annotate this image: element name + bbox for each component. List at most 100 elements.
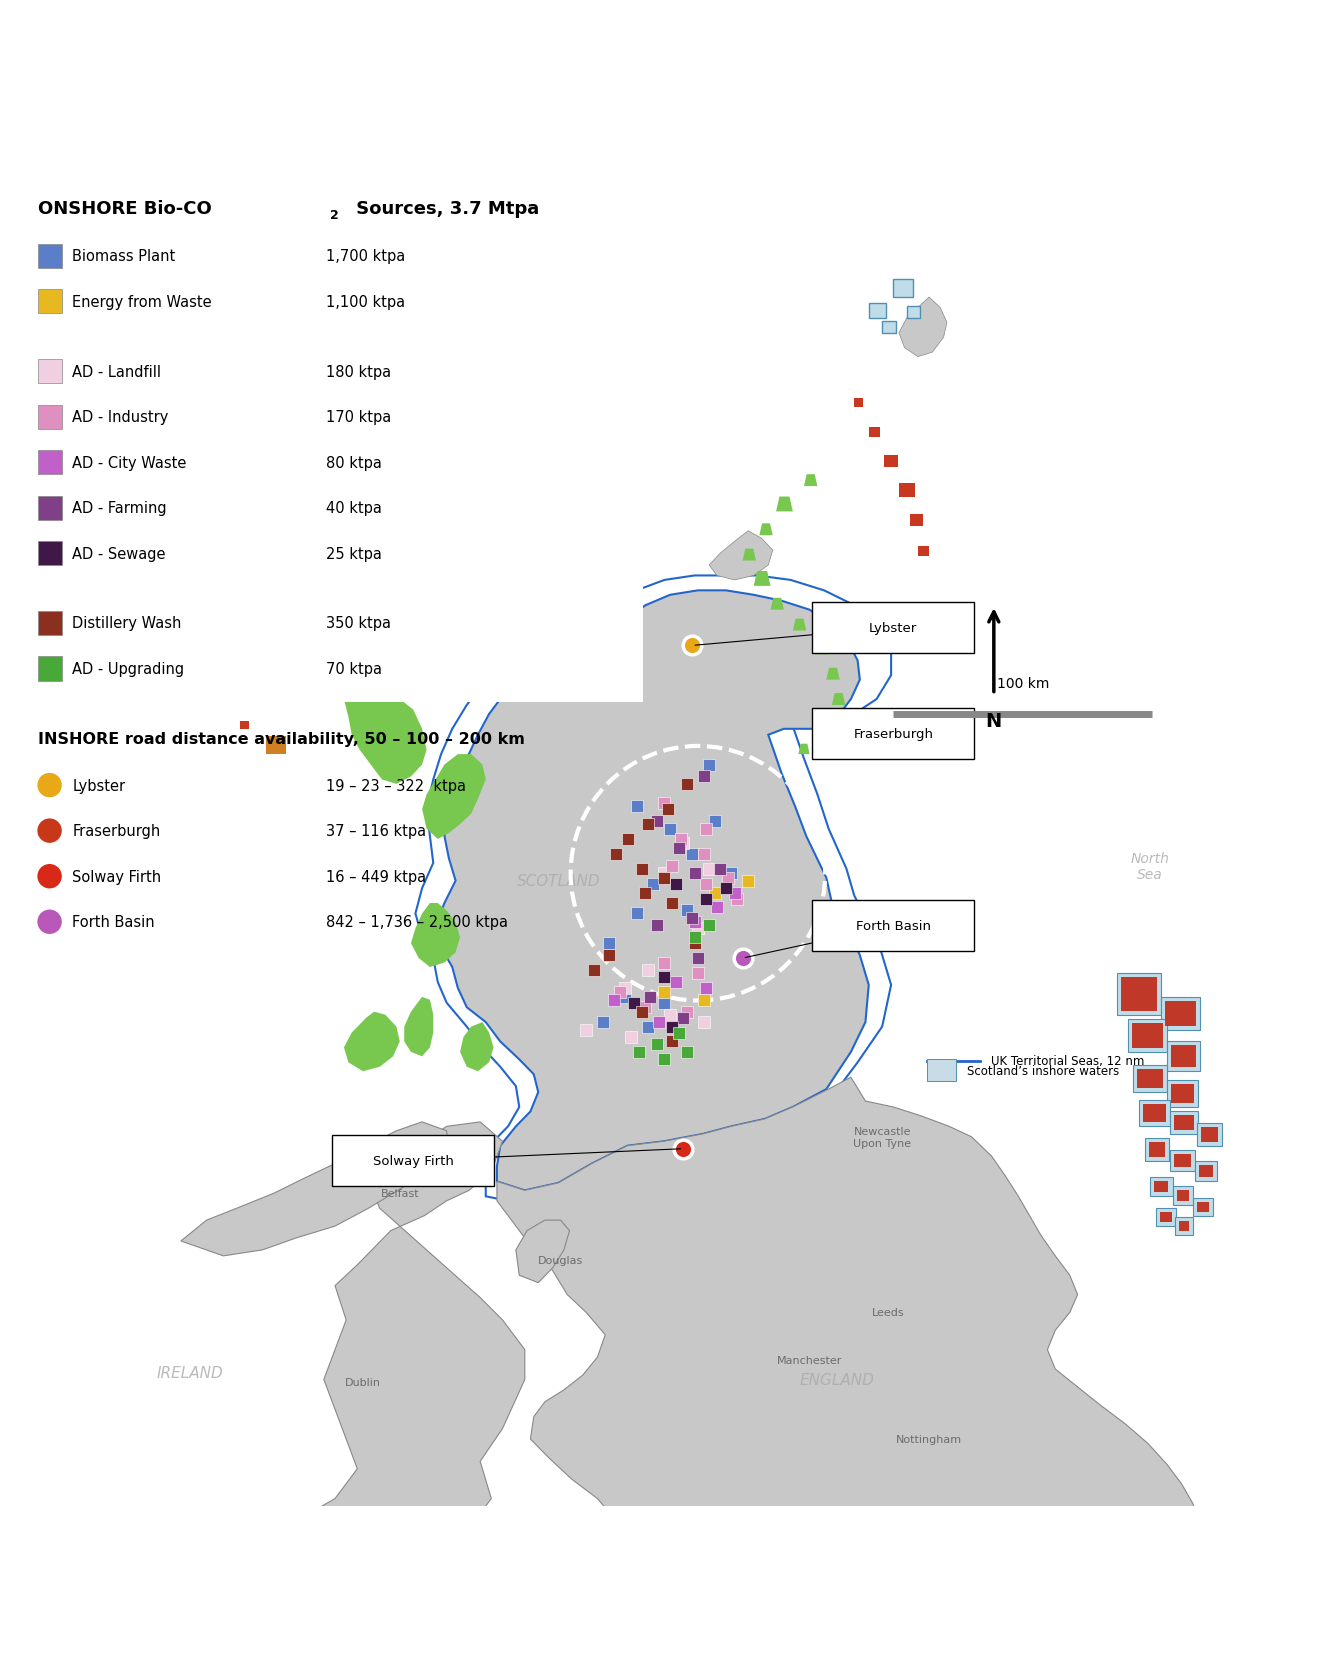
FancyBboxPatch shape	[812, 708, 974, 760]
Point	[665, 870, 686, 897]
Point	[717, 865, 738, 892]
Text: Solway Firth: Solway Firth	[72, 870, 162, 883]
Text: INSHORE road distance availability, 50 – 100 – 200 km: INSHORE road distance availability, 50 –…	[38, 731, 524, 746]
Point	[673, 830, 694, 857]
Bar	[1138, 1069, 1163, 1089]
Bar	[1150, 1178, 1172, 1196]
Bar	[1174, 1116, 1194, 1129]
Bar	[1177, 1190, 1189, 1201]
Point	[659, 1002, 681, 1029]
Point	[635, 880, 657, 907]
Point	[598, 930, 619, 957]
Polygon shape	[868, 427, 880, 438]
Point	[631, 857, 653, 883]
Polygon shape	[516, 1220, 570, 1283]
Point	[687, 915, 709, 942]
Polygon shape	[804, 475, 817, 487]
Point	[704, 880, 725, 907]
Point	[646, 912, 667, 939]
Bar	[882, 321, 895, 333]
Point	[698, 857, 720, 883]
Polygon shape	[474, 1077, 1203, 1673]
Point	[646, 1032, 667, 1059]
Polygon shape	[405, 997, 433, 1057]
Bar	[1154, 1181, 1168, 1193]
Text: 37 – 116 ktpa: 37 – 116 ktpa	[326, 823, 426, 838]
Bar	[1170, 1151, 1195, 1171]
Bar	[1144, 1139, 1168, 1161]
Bar	[38, 405, 62, 430]
Circle shape	[36, 773, 63, 800]
Bar	[1195, 1161, 1217, 1181]
Point	[683, 930, 705, 957]
Point	[682, 632, 704, 659]
Point	[673, 1005, 694, 1032]
Bar	[927, 1061, 957, 1081]
Bar	[1167, 1081, 1198, 1108]
Polygon shape	[422, 755, 485, 840]
Text: Leeds: Leeds	[871, 1308, 904, 1318]
Text: Dublin: Dublin	[344, 1377, 381, 1387]
Point	[695, 870, 717, 897]
Point	[654, 979, 675, 1005]
Bar	[1172, 1186, 1193, 1206]
Point	[693, 987, 714, 1014]
Point	[631, 999, 653, 1026]
Point	[657, 796, 678, 823]
Polygon shape	[884, 455, 898, 467]
Polygon shape	[899, 298, 947, 358]
Text: 16 – 449 ktpa: 16 – 449 ktpa	[326, 870, 426, 883]
Point	[695, 975, 717, 1002]
Bar	[1120, 977, 1158, 1010]
Bar	[894, 279, 914, 298]
Text: North
Sea: North Sea	[1131, 852, 1170, 882]
Polygon shape	[827, 668, 840, 681]
Polygon shape	[770, 599, 784, 611]
Point	[639, 984, 661, 1010]
Text: 180 ktpa: 180 ktpa	[326, 365, 391, 380]
Point	[598, 942, 619, 969]
Point	[615, 975, 636, 1002]
Point	[646, 808, 667, 835]
Point	[636, 957, 658, 984]
Text: AD - Sewage: AD - Sewage	[72, 547, 166, 562]
Text: 40 ktpa: 40 ktpa	[326, 500, 382, 515]
Point	[670, 826, 691, 853]
Bar	[0, 167, 643, 703]
Bar	[38, 497, 62, 520]
Point	[710, 857, 732, 883]
Bar	[1171, 1046, 1197, 1067]
Polygon shape	[855, 400, 863, 408]
Point	[626, 793, 647, 820]
Text: AD - Industry: AD - Industry	[72, 410, 169, 425]
Point	[677, 771, 698, 798]
Bar	[1179, 1221, 1189, 1231]
Point	[706, 895, 728, 922]
Text: Lybster: Lybster	[72, 778, 126, 793]
Point	[628, 1039, 650, 1066]
Bar	[1201, 1128, 1218, 1143]
Polygon shape	[344, 651, 426, 785]
Polygon shape	[753, 572, 770, 587]
Bar	[1139, 1099, 1170, 1126]
Point	[737, 868, 758, 895]
Text: Fraserburgh: Fraserburgh	[72, 823, 161, 838]
Text: Forth Basin: Forth Basin	[856, 918, 931, 932]
Point	[654, 860, 675, 887]
Text: AD - Farming: AD - Farming	[72, 500, 168, 515]
FancyBboxPatch shape	[812, 602, 974, 654]
Polygon shape	[181, 1123, 449, 1256]
Text: ENGLAND: ENGLAND	[800, 1372, 875, 1387]
Polygon shape	[799, 744, 809, 755]
Text: 100 km: 100 km	[997, 676, 1049, 691]
Point	[695, 816, 717, 843]
Text: IRELAND: IRELAND	[157, 1365, 224, 1380]
Point	[687, 915, 709, 942]
Point	[654, 964, 675, 990]
Polygon shape	[760, 524, 773, 535]
Bar	[38, 612, 62, 636]
Point	[620, 1024, 642, 1051]
Text: Manchester: Manchester	[777, 1355, 843, 1365]
Text: 70 ktpa: 70 ktpa	[326, 661, 382, 676]
Point	[683, 860, 705, 887]
